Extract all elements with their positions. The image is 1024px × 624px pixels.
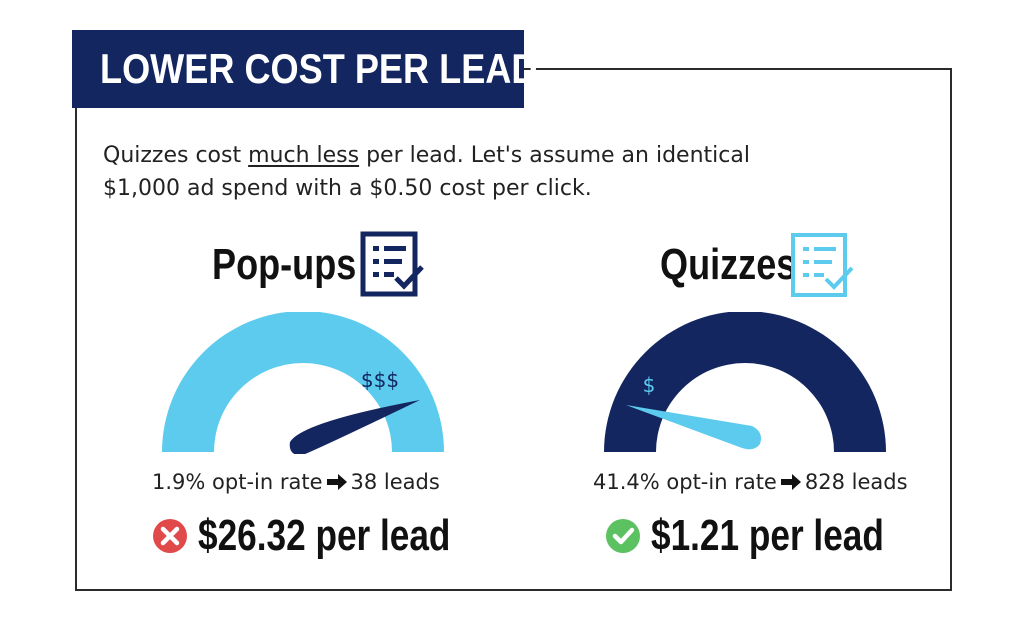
popups-price-text: $26.32 per lead [198,511,451,560]
arrow-right-icon [780,474,801,490]
gauge-label: $$$ [361,368,399,392]
intro-part1: Quizzes cost [103,143,249,168]
quizzes-gauge: $ [604,312,886,452]
quizzes-stat: 41.4% opt-in rate 828 leads [593,470,908,494]
title-banner: LOWER COST PER LEAD [72,30,537,108]
quizzes-price-text: $1.21 per lead [651,511,884,560]
intro-text: Quizzes cost much less per lead. Let's a… [103,139,823,205]
checklist-icon [791,233,854,297]
quizzes-heading: Quizzes [660,240,797,289]
popups-leads: 38 leads [350,470,440,494]
gauge-label: $ [643,373,656,397]
arrow-right-icon [326,474,347,490]
popups-stat: 1.9% opt-in rate 38 leads [152,470,440,494]
check-circle-icon [606,519,640,553]
gauge-arc [604,312,886,452]
quizzes-price: $1.21 per lead [605,511,942,561]
quizzes-rate: 41.4% opt-in rate [593,470,777,494]
popups-gauge: $$$ [162,312,444,454]
quizzes-leads: 828 leads [804,470,908,494]
popups-heading: Pop-ups [212,240,357,289]
gauge-arc [162,312,444,452]
popups-price: $26.32 per lead [152,511,514,561]
intro-part2: per lead. Let's assume an identical $1,0… [103,143,750,201]
gauge-needle [626,405,761,450]
intro-underlined: much less [248,143,360,168]
page-title: LOWER COST PER LEAD [100,45,538,92]
x-circle-icon [153,519,187,553]
gauge-needle [289,400,420,454]
popups-rate: 1.9% opt-in rate [152,470,323,494]
checklist-icon [360,231,424,297]
